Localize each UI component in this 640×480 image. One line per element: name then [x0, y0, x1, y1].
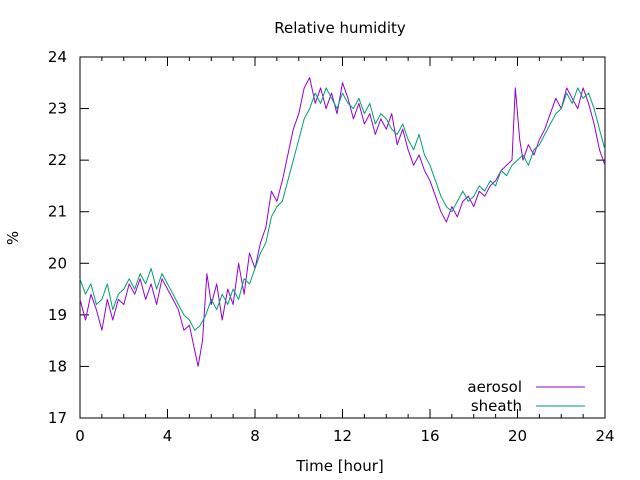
y-tick-label: 19 [48, 306, 67, 324]
x-tick-label: 20 [508, 427, 527, 445]
y-tick-label: 18 [48, 357, 67, 375]
legend: aerosol sheath [467, 378, 585, 415]
y-tick-label: 23 [48, 100, 67, 118]
x-tick-labels: 0 4 8 12 16 20 24 [75, 427, 614, 445]
x-tick-label: 4 [163, 427, 173, 445]
series-line-sheath [79, 87, 606, 331]
y-tick-label: 24 [48, 48, 67, 66]
x-tick-label: 8 [250, 427, 260, 445]
axis-ticks [79, 56, 606, 419]
series-lines [79, 77, 606, 367]
legend-label-aerosol: aerosol [467, 378, 522, 396]
x-tick-label: 12 [333, 427, 352, 445]
y-tick-labels: 17 18 19 20 21 22 23 24 [48, 48, 67, 427]
series-line-aerosol [79, 77, 606, 367]
x-tick-label: 16 [420, 427, 439, 445]
x-tick-label: 0 [75, 427, 85, 445]
x-axis-label: Time [hour] [295, 457, 384, 475]
chart-title: Relative humidity [274, 19, 406, 37]
y-tick-label: 17 [48, 409, 67, 427]
y-tick-label: 21 [48, 203, 67, 221]
y-tick-label: 20 [48, 254, 67, 272]
plot-frame [79, 56, 606, 419]
legend-label-sheath: sheath [471, 397, 522, 415]
y-tick-label: 22 [48, 151, 67, 169]
x-tick-label: 24 [595, 427, 614, 445]
y-axis-label: % [4, 231, 22, 245]
